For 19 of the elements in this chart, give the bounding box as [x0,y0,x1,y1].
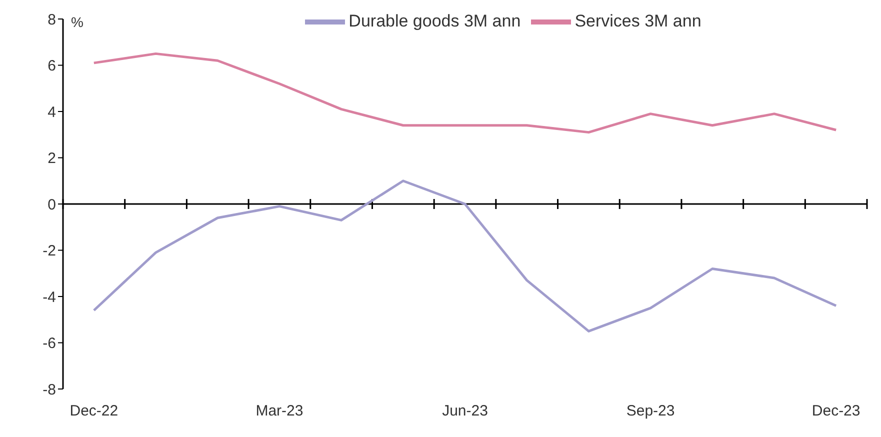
x-tick-label: Sep-23 [626,402,675,420]
line-series [92,180,838,332]
y-tick-label: 4 [48,104,56,121]
line-series [92,52,838,134]
y-tick-label: 8 [48,11,56,28]
x-tick-label: Dec-23 [812,402,860,420]
y-tick-label: 0 [48,196,56,214]
x-tick-label: Dec-22 [70,402,118,420]
y-tick-label: -2 [42,242,56,260]
y-tick-label: 6 [48,58,56,75]
y-tick-label: 2 [48,150,56,168]
y-tick-label: -6 [42,335,56,352]
legend-label: Durable goods 3M ann [348,11,521,30]
y-tick-label: -8 [42,381,56,398]
y-tick-label: -4 [42,288,56,306]
x-tick-label: Mar-23 [256,402,304,420]
x-tick-label: Jun-23 [442,402,488,420]
y-axis-title: % [71,14,84,30]
legend-label: Services 3M ann [574,11,702,30]
